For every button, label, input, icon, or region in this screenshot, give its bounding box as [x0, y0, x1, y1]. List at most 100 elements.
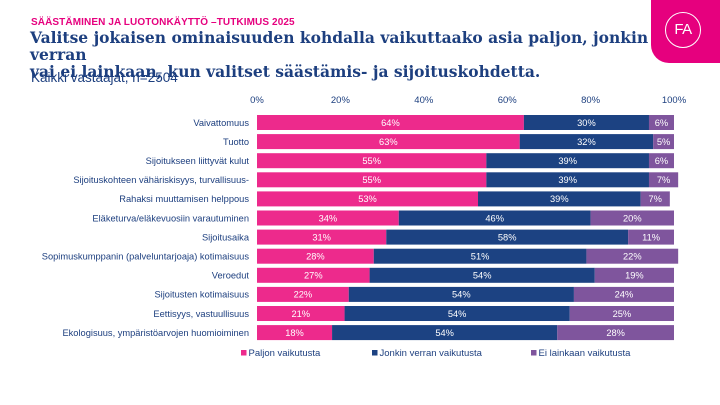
bar-segment-paljon [257, 172, 487, 188]
fa-logo-icon: FA [665, 12, 701, 48]
category-label: Sijoitukseen liittyvät kulut [146, 156, 250, 166]
bar-segment-jonkin [523, 115, 649, 130]
bar-segment-ei [648, 115, 674, 130]
data-label: 18% [285, 328, 304, 338]
bar-segment-jonkin [486, 172, 649, 188]
data-label: 39% [558, 156, 577, 166]
x-tick-label: 40% [414, 95, 434, 106]
bar-segment-paljon [257, 325, 333, 341]
x-tick-label: 0% [250, 95, 264, 106]
bar-segment-jonkin [478, 191, 641, 207]
data-label: 11% [642, 232, 660, 242]
category-label: Veroedut [212, 271, 250, 281]
data-label: 54% [473, 271, 492, 281]
x-tick-label: 100% [662, 95, 687, 106]
bar-segment-paljon [257, 134, 520, 150]
legend-swatch [241, 350, 247, 356]
data-label: 7% [657, 175, 670, 185]
bar-row: Sijoituskohteen vähäriskisyys, turvallis… [73, 172, 679, 188]
bar-segment-jonkin [386, 229, 629, 245]
bar-segment-jonkin [398, 210, 591, 226]
data-label: 39% [550, 194, 569, 204]
data-label: 34% [319, 213, 338, 223]
data-label: 54% [448, 309, 467, 319]
category-label: Vaivattomuus [193, 118, 249, 128]
bar-segment-paljon [257, 191, 479, 207]
bar-segment-ei [569, 306, 674, 321]
data-label: 24% [615, 290, 634, 300]
data-label: 6% [655, 118, 668, 128]
category-label: Ekologisuus, ympäristöarvojen huomioimin… [62, 328, 249, 338]
legend-item: Ei lainkaan vaikutusta [531, 348, 631, 359]
data-label: 27% [304, 271, 323, 281]
data-label: 22% [294, 290, 313, 300]
bar-segment-paljon [257, 229, 387, 245]
data-label: 55% [362, 175, 381, 185]
bar-row: Sopimuskumppanin (palveluntarjoaja) koti… [42, 248, 679, 264]
bar-segment-ei [586, 248, 679, 264]
data-label: 28% [606, 328, 625, 338]
bar-row: Sijoitukseen liittyvät kulut 55% 39% 6% [146, 153, 674, 169]
data-label: 63% [379, 137, 398, 147]
bar-segment-jonkin [519, 134, 654, 150]
chart-subtitle: Kaikki vastaajat, n=2504 [31, 70, 178, 85]
chart-title-line-1: Valitse jokaisen ominaisuuden kohdalla v… [30, 28, 649, 64]
bar-segment-ei [628, 229, 674, 245]
legend-label: Ei lainkaan vaikutusta [539, 348, 632, 359]
data-label: 64% [381, 118, 400, 128]
data-label: 7% [649, 194, 662, 204]
chart-title-line-2: vai ei lainkaan, kun valitset säästämis-… [30, 62, 541, 81]
chart-legend: Paljon vaikutusta Jonkin verran vaikutust… [241, 348, 631, 359]
data-label: 28% [306, 252, 325, 262]
bar-segment-ei [640, 191, 670, 207]
bar-segment-ei [573, 286, 674, 302]
bar-row: Eettisyys, vastuullisuus 21% 54% 25% [153, 306, 674, 321]
bar-segment-jonkin [373, 248, 587, 264]
report-supertitle: SÄÄSTÄMINEN JA LUOTONKÄYTTÖ –TUTKIMUS 20… [31, 17, 295, 28]
data-label: 54% [435, 328, 454, 338]
data-label: 21% [291, 309, 310, 319]
data-label: 32% [577, 137, 596, 147]
x-axis-ticks: 0% 20% 40% 60% 80% 100% [250, 95, 687, 106]
bar-rows: Vaivattomuus 64% 30% 6% Tuotto 63% 32% 5% Sijoit… [42, 115, 679, 341]
bar-segment-ei [648, 153, 674, 169]
data-label: 25% [613, 309, 632, 319]
x-tick-label: 60% [498, 95, 518, 106]
brand-logo: FA [651, 0, 720, 63]
legend-swatch [531, 350, 537, 356]
bar-segment-jonkin [348, 286, 574, 302]
bar-segment-paljon [257, 210, 399, 226]
bar-segment-paljon [257, 153, 487, 169]
data-label: 53% [358, 194, 377, 204]
bar-segment-ei [590, 210, 674, 226]
bar-segment-jonkin [344, 306, 570, 321]
data-label: 54% [452, 290, 471, 300]
data-label: 5% [657, 137, 670, 147]
data-label: 30% [577, 118, 596, 128]
category-label: Sijoituskohteen vähäriskisyys, turvallis… [73, 175, 249, 185]
data-label: 6% [655, 156, 668, 166]
legend-label: Paljon vaikutusta [249, 348, 322, 359]
category-label: Rahaksi muuttamisen helppous [119, 194, 249, 204]
data-label: 55% [362, 156, 381, 166]
bar-segment-paljon [257, 248, 374, 264]
category-label: Sopimuskumppanin (palveluntarjoaja) koti… [42, 252, 250, 262]
bar-row: Eläketurva/eläkevuosiin varautuminen 34% 4… [92, 210, 674, 226]
category-label: Eettisyys, vastuullisuus [153, 309, 249, 319]
bar-row: Veroedut 27% 54% 19% [212, 267, 674, 283]
bar-segment-jonkin [369, 267, 595, 283]
legend-item: Jonkin verran vaikutusta [372, 348, 483, 359]
bar-row: Tuotto 63% 32% 5% [223, 134, 674, 150]
bar-segment-ei [557, 325, 674, 341]
chart-title: Valitse jokaisen ominaisuuden kohdalla v… [30, 29, 650, 80]
x-tick-label: 80% [581, 95, 601, 106]
bar-segment-ei [594, 267, 674, 283]
bar-row: Sijoitusaika 31% 58% 11% [202, 229, 674, 245]
category-label: Eläketurva/eläkevuosiin varautuminen [92, 213, 249, 223]
bar-segment-paljon [257, 306, 345, 321]
legend-swatch [372, 350, 378, 356]
bar-row: Ekologisuus, ympäristöarvojen huomioimin… [62, 325, 674, 341]
bar-segment-jonkin [486, 153, 649, 169]
bar-row: Sijoitusten kotimaisuus 22% 54% 24% [154, 286, 674, 302]
data-label: 22% [623, 252, 642, 262]
